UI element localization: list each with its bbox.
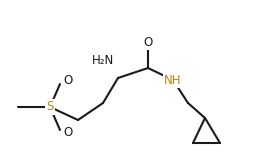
Text: H₂N: H₂N [91,53,114,66]
Text: NH: NH [164,73,181,87]
Text: O: O [63,126,72,139]
Text: O: O [63,74,72,88]
Text: S: S [46,101,54,114]
Text: O: O [143,36,152,48]
